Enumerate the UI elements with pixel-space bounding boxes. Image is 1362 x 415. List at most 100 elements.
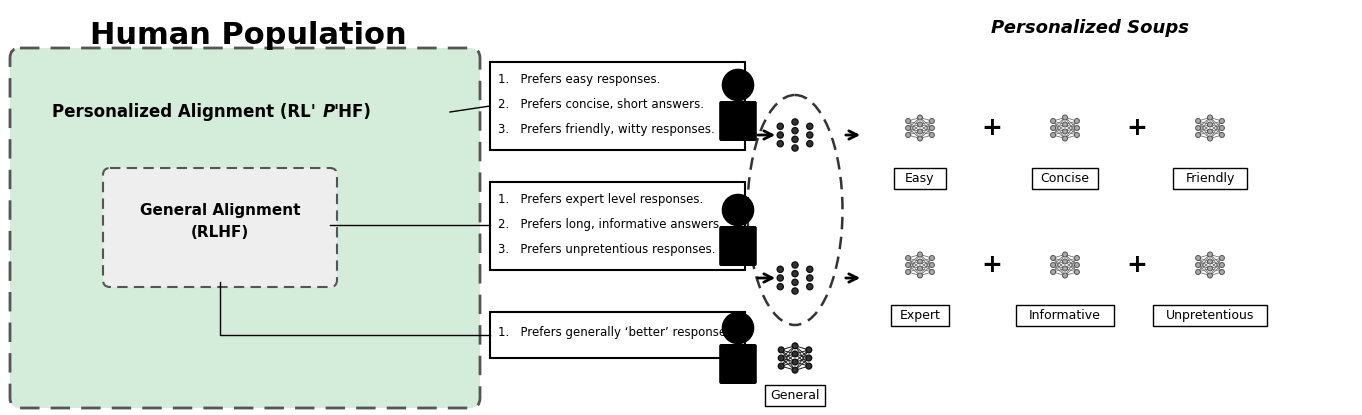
Circle shape — [791, 262, 798, 268]
Text: Human Population: Human Population — [90, 22, 406, 51]
FancyBboxPatch shape — [490, 312, 745, 358]
Circle shape — [778, 132, 783, 138]
Circle shape — [1062, 259, 1068, 264]
Circle shape — [929, 269, 934, 274]
Text: (RLHF): (RLHF) — [191, 225, 249, 239]
Circle shape — [778, 363, 785, 369]
Circle shape — [906, 119, 911, 124]
Circle shape — [1050, 125, 1056, 130]
FancyBboxPatch shape — [1032, 168, 1098, 189]
Circle shape — [806, 347, 812, 353]
Circle shape — [1062, 136, 1068, 141]
Circle shape — [906, 269, 911, 274]
Text: 1.   Prefers expert level responses.: 1. Prefers expert level responses. — [498, 193, 703, 205]
FancyBboxPatch shape — [719, 226, 757, 266]
Circle shape — [778, 347, 785, 353]
Circle shape — [806, 132, 813, 138]
Circle shape — [806, 123, 813, 129]
Circle shape — [806, 363, 812, 369]
Circle shape — [1208, 122, 1212, 127]
Circle shape — [918, 136, 922, 141]
Circle shape — [791, 288, 798, 294]
Circle shape — [1196, 132, 1200, 137]
Circle shape — [1075, 269, 1080, 274]
Circle shape — [1208, 266, 1212, 271]
Circle shape — [791, 271, 798, 277]
FancyBboxPatch shape — [893, 168, 947, 189]
Circle shape — [793, 351, 798, 357]
Circle shape — [1196, 125, 1200, 130]
Circle shape — [929, 119, 934, 124]
Circle shape — [1208, 259, 1212, 264]
Text: +: + — [1126, 116, 1147, 140]
Circle shape — [1075, 125, 1080, 130]
Text: +: + — [1126, 253, 1147, 277]
Circle shape — [929, 125, 934, 130]
Circle shape — [1075, 256, 1080, 261]
Text: General Alignment: General Alignment — [140, 203, 300, 217]
Text: +: + — [982, 116, 1002, 140]
Circle shape — [793, 359, 798, 365]
Circle shape — [1062, 115, 1068, 120]
Text: Unpretentious: Unpretentious — [1166, 308, 1254, 322]
Circle shape — [778, 123, 783, 129]
Circle shape — [1219, 132, 1224, 137]
Circle shape — [778, 141, 783, 147]
Circle shape — [1219, 125, 1224, 130]
Circle shape — [791, 279, 798, 286]
FancyBboxPatch shape — [765, 385, 825, 406]
Text: General: General — [771, 388, 820, 401]
Text: P: P — [323, 103, 335, 121]
Circle shape — [791, 127, 798, 134]
Circle shape — [806, 283, 813, 290]
Circle shape — [1050, 119, 1056, 124]
Circle shape — [1208, 252, 1212, 257]
Text: Concise: Concise — [1041, 171, 1090, 185]
Circle shape — [1050, 132, 1056, 137]
Circle shape — [1062, 129, 1068, 134]
Circle shape — [1208, 273, 1212, 278]
Circle shape — [918, 115, 922, 120]
Circle shape — [1208, 136, 1212, 141]
Text: 1.   Prefers generally ‘better’ responses: 1. Prefers generally ‘better’ responses — [498, 325, 733, 339]
Circle shape — [1062, 252, 1068, 257]
Circle shape — [1050, 256, 1056, 261]
Circle shape — [906, 125, 911, 130]
FancyBboxPatch shape — [719, 344, 757, 384]
Text: Expert: Expert — [899, 308, 940, 322]
Circle shape — [1075, 263, 1080, 268]
Circle shape — [778, 275, 783, 281]
Circle shape — [1062, 122, 1068, 127]
Circle shape — [1196, 263, 1200, 268]
FancyBboxPatch shape — [1016, 305, 1114, 326]
Circle shape — [791, 136, 798, 142]
Circle shape — [806, 355, 812, 361]
Ellipse shape — [748, 95, 843, 325]
Circle shape — [1062, 266, 1068, 271]
Text: 2.   Prefers concise, short answers.: 2. Prefers concise, short answers. — [498, 98, 704, 110]
Circle shape — [1050, 263, 1056, 268]
FancyBboxPatch shape — [104, 168, 336, 287]
Text: Personalized Alignment (RL': Personalized Alignment (RL' — [52, 103, 316, 121]
Circle shape — [793, 343, 798, 349]
Circle shape — [1050, 269, 1056, 274]
Circle shape — [806, 275, 813, 281]
Circle shape — [778, 283, 783, 290]
Circle shape — [1196, 256, 1200, 261]
Circle shape — [929, 132, 934, 137]
Circle shape — [791, 145, 798, 151]
Circle shape — [906, 256, 911, 261]
Circle shape — [1219, 256, 1224, 261]
Circle shape — [929, 256, 934, 261]
Text: Personalized Soups: Personalized Soups — [992, 19, 1189, 37]
Circle shape — [918, 122, 922, 127]
Circle shape — [906, 263, 911, 268]
Circle shape — [722, 69, 753, 100]
FancyBboxPatch shape — [490, 62, 745, 150]
Circle shape — [918, 252, 922, 257]
FancyBboxPatch shape — [891, 305, 949, 326]
Text: Easy: Easy — [906, 171, 934, 185]
Text: 1.   Prefers easy responses.: 1. Prefers easy responses. — [498, 73, 661, 85]
Circle shape — [929, 263, 934, 268]
Circle shape — [1208, 115, 1212, 120]
